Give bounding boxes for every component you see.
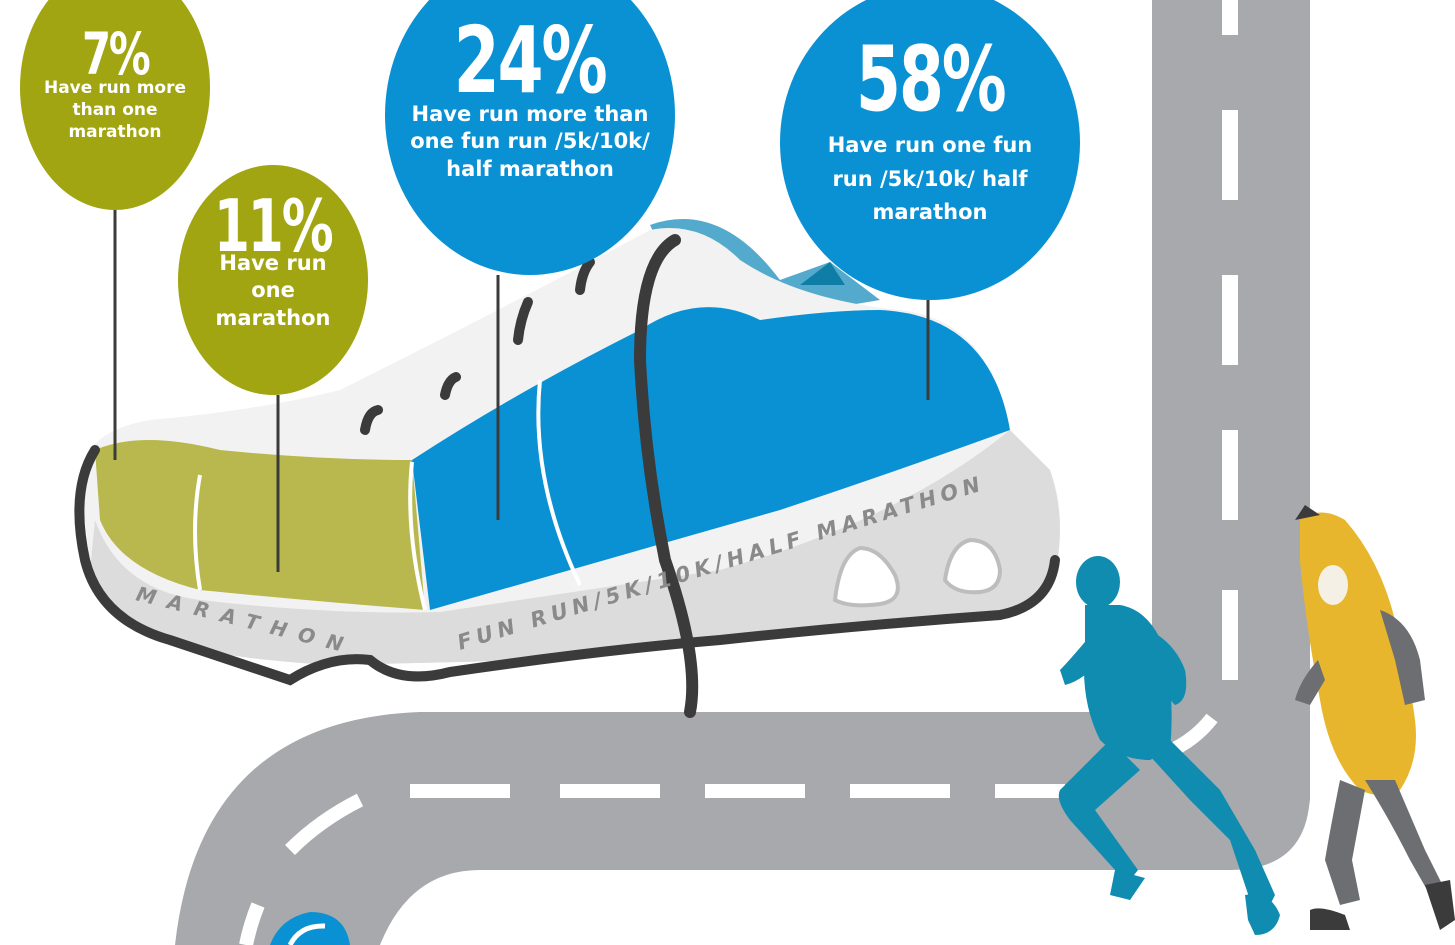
stat-text: Have run more than one fun run /5k/10k/ … [410, 102, 650, 181]
stat-text: Have run more than one marathon [43, 78, 187, 143]
stat-bubble-one-fun-run: 58% Have run one fun run /5k/10k/ half m… [780, 0, 1080, 300]
runner-figure [1058, 556, 1280, 935]
stat-bubble-more-than-one-marathon: 7% Have run more than one marathon [20, 0, 210, 210]
banana-figure [1295, 505, 1455, 930]
stat-text: Have run one fun run /5k/10k/ half marat… [827, 133, 1033, 225]
stat-bubble-more-than-one-fun-run: 24% Have run more than one fun run /5k/1… [385, 0, 675, 275]
stat-percent: 7% [81, 20, 151, 88]
shoe: MARATHON FUN RUN/5K/10K/HALF MARATHON [74, 219, 1060, 718]
stat-percent: 58% [855, 27, 1007, 132]
stat-percent: 24% [453, 7, 608, 114]
stat-text: Have run one marathon [215, 251, 331, 330]
stat-bubble-one-marathon: 11% Have run one marathon [178, 165, 368, 395]
pointer-lines [113, 210, 930, 572]
stat-percent: 11% [214, 184, 334, 268]
